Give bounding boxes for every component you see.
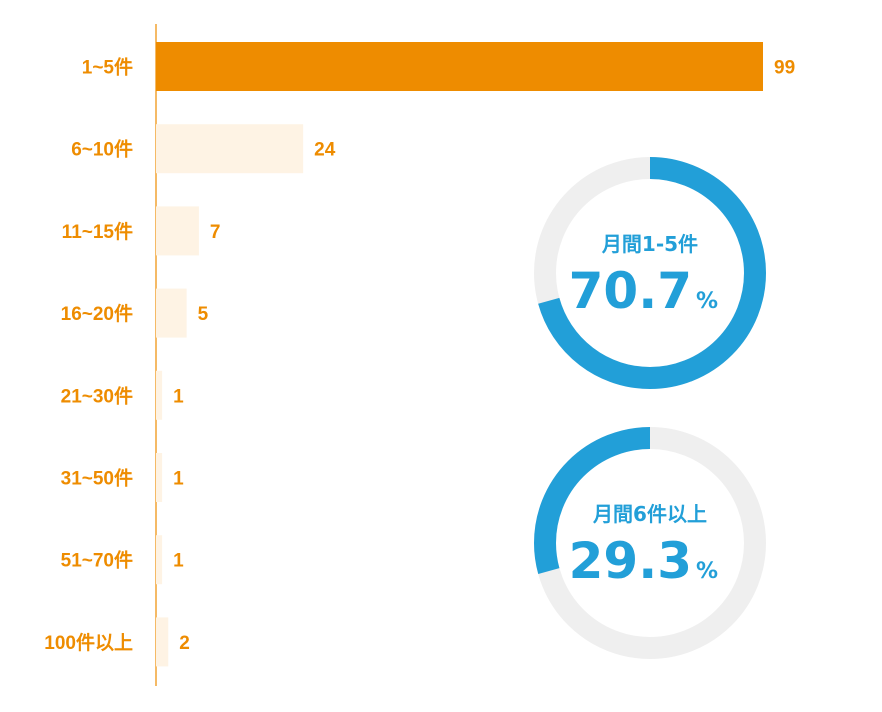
category-label: 11~15件 bbox=[62, 220, 133, 243]
bar bbox=[156, 42, 763, 91]
bar bbox=[156, 370, 163, 420]
donut-charts: 月間1-5件 70.7 % 月間6件以上 29.3% bbox=[534, 157, 766, 659]
donut-unit: % bbox=[696, 559, 718, 584]
bar-chart: 1~5件 99 6~10件 24 11~15件 7 16~20件 5 21~30件 1 31~50件… bbox=[44, 24, 795, 686]
donut-unit: % bbox=[696, 289, 718, 314]
value-label: 7 bbox=[210, 222, 221, 243]
donut-chart: 月間1-5件 70.7% bbox=[534, 157, 766, 389]
bar bbox=[156, 535, 163, 585]
bar bbox=[156, 124, 304, 174]
category-label: 31~50件 bbox=[61, 467, 133, 490]
category-label: 51~70件 bbox=[61, 549, 133, 572]
donut-value: 70.7 bbox=[569, 262, 692, 320]
value-label: 24 bbox=[314, 140, 336, 161]
donut-value: 29.3 bbox=[569, 532, 692, 590]
donut-arc bbox=[534, 157, 766, 389]
bar bbox=[156, 453, 163, 502]
category-label: 6~10件 bbox=[71, 138, 133, 161]
bar bbox=[156, 617, 169, 667]
bar bbox=[156, 206, 199, 256]
donut-arc bbox=[534, 427, 766, 659]
value-label: 2 bbox=[179, 633, 190, 654]
donut-title: 月間1-5件 bbox=[601, 232, 698, 256]
bar bbox=[156, 288, 187, 338]
category-label: 16~20件 bbox=[61, 302, 133, 325]
category-label: 100件以上 bbox=[44, 631, 133, 654]
value-label: 99 bbox=[774, 58, 795, 79]
value-label: 1 bbox=[173, 551, 184, 572]
donut-chart: 月間6件以上 29.3% bbox=[534, 427, 766, 659]
value-label: 1 bbox=[173, 469, 184, 490]
category-label: 1~5件 bbox=[82, 56, 133, 79]
value-label: 1 bbox=[173, 386, 184, 407]
category-label: 21~30件 bbox=[61, 384, 133, 407]
donut-title: 月間6件以上 bbox=[592, 502, 707, 526]
value-label: 5 bbox=[198, 304, 209, 325]
